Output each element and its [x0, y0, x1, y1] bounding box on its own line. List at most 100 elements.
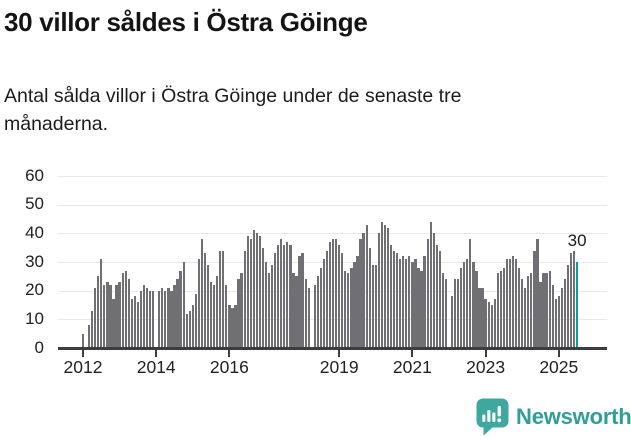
bar — [563, 279, 567, 348]
bar — [316, 276, 319, 348]
bar — [200, 239, 204, 348]
bar — [399, 259, 402, 348]
bar — [557, 296, 560, 348]
bar — [103, 284, 106, 348]
bar — [298, 256, 301, 348]
bar — [234, 305, 237, 348]
bar — [566, 264, 570, 348]
plot-area — [58, 176, 607, 348]
bar — [548, 270, 551, 348]
bar — [432, 233, 435, 348]
bar — [267, 273, 271, 348]
x-axis-tick-label: 2019 — [319, 357, 359, 377]
bar — [450, 296, 454, 348]
bar — [389, 244, 393, 348]
bar — [289, 244, 292, 348]
bar — [420, 270, 423, 348]
bar — [258, 236, 262, 348]
bar — [127, 279, 130, 348]
bar — [435, 244, 438, 348]
y-axis-tick-label: 20 — [25, 280, 44, 300]
bar — [286, 241, 289, 348]
bar — [112, 299, 115, 348]
bar — [493, 299, 496, 348]
x-axis-tick-label: 2021 — [392, 357, 432, 377]
bar — [554, 299, 557, 348]
bar — [368, 247, 371, 348]
bar — [264, 262, 268, 348]
bar — [338, 244, 341, 348]
bar — [502, 267, 506, 348]
bar — [164, 290, 167, 348]
bar — [261, 247, 265, 348]
bar — [341, 253, 344, 348]
bar — [472, 262, 475, 348]
bar — [365, 224, 368, 348]
bar — [527, 276, 530, 348]
bar — [142, 284, 146, 348]
bar — [280, 239, 283, 348]
bar — [362, 233, 365, 348]
bar — [411, 262, 414, 348]
bar — [240, 273, 243, 348]
bar — [173, 284, 176, 348]
bar — [243, 250, 246, 348]
newsworthy-logo: Newsworthy — [476, 398, 631, 436]
bar — [347, 273, 350, 348]
bar — [170, 290, 173, 348]
bar — [350, 267, 353, 348]
x-axis-tick — [228, 349, 231, 357]
bar — [94, 287, 97, 348]
bar — [213, 284, 216, 348]
bar — [380, 221, 384, 348]
bar — [167, 287, 170, 348]
newsworthy-logo-icon — [476, 398, 509, 436]
bar — [444, 279, 448, 348]
bar — [219, 250, 222, 348]
bar — [429, 221, 432, 348]
bar — [457, 279, 460, 348]
bar — [191, 305, 194, 348]
bar — [97, 276, 100, 348]
bar — [100, 259, 103, 348]
bar — [539, 282, 542, 348]
bar — [542, 273, 545, 348]
bar — [255, 233, 258, 348]
bar — [307, 287, 310, 348]
bar — [209, 282, 213, 348]
x-axis-line — [58, 347, 607, 350]
bar — [283, 244, 286, 348]
bar — [481, 287, 484, 348]
bar — [508, 259, 512, 348]
newsworthy-logo-text: Newsworthy — [516, 404, 631, 429]
bar — [185, 313, 188, 348]
bar — [328, 241, 332, 348]
gridline — [58, 204, 607, 206]
bar — [130, 299, 133, 348]
bar — [325, 250, 329, 348]
bar — [405, 259, 408, 348]
bar — [396, 253, 399, 348]
bar — [426, 239, 429, 348]
bar — [206, 264, 210, 348]
y-axis-tick-label: 40 — [25, 222, 44, 242]
bar — [228, 305, 231, 348]
bar — [319, 267, 323, 348]
y-axis-tick-label: 30 — [25, 251, 44, 271]
bar — [252, 230, 255, 348]
x-axis-tick — [338, 349, 341, 357]
bar — [145, 287, 149, 348]
bar — [386, 227, 390, 348]
bar — [469, 239, 472, 348]
bar — [551, 284, 554, 348]
bar — [246, 236, 249, 348]
bar — [197, 259, 201, 348]
x-axis-tick-label: 2012 — [63, 357, 103, 377]
bar — [121, 273, 124, 348]
bar — [194, 293, 197, 348]
bar — [475, 270, 478, 348]
bar — [322, 259, 326, 348]
bar — [533, 250, 536, 348]
bar — [460, 267, 463, 348]
bar — [560, 287, 563, 348]
